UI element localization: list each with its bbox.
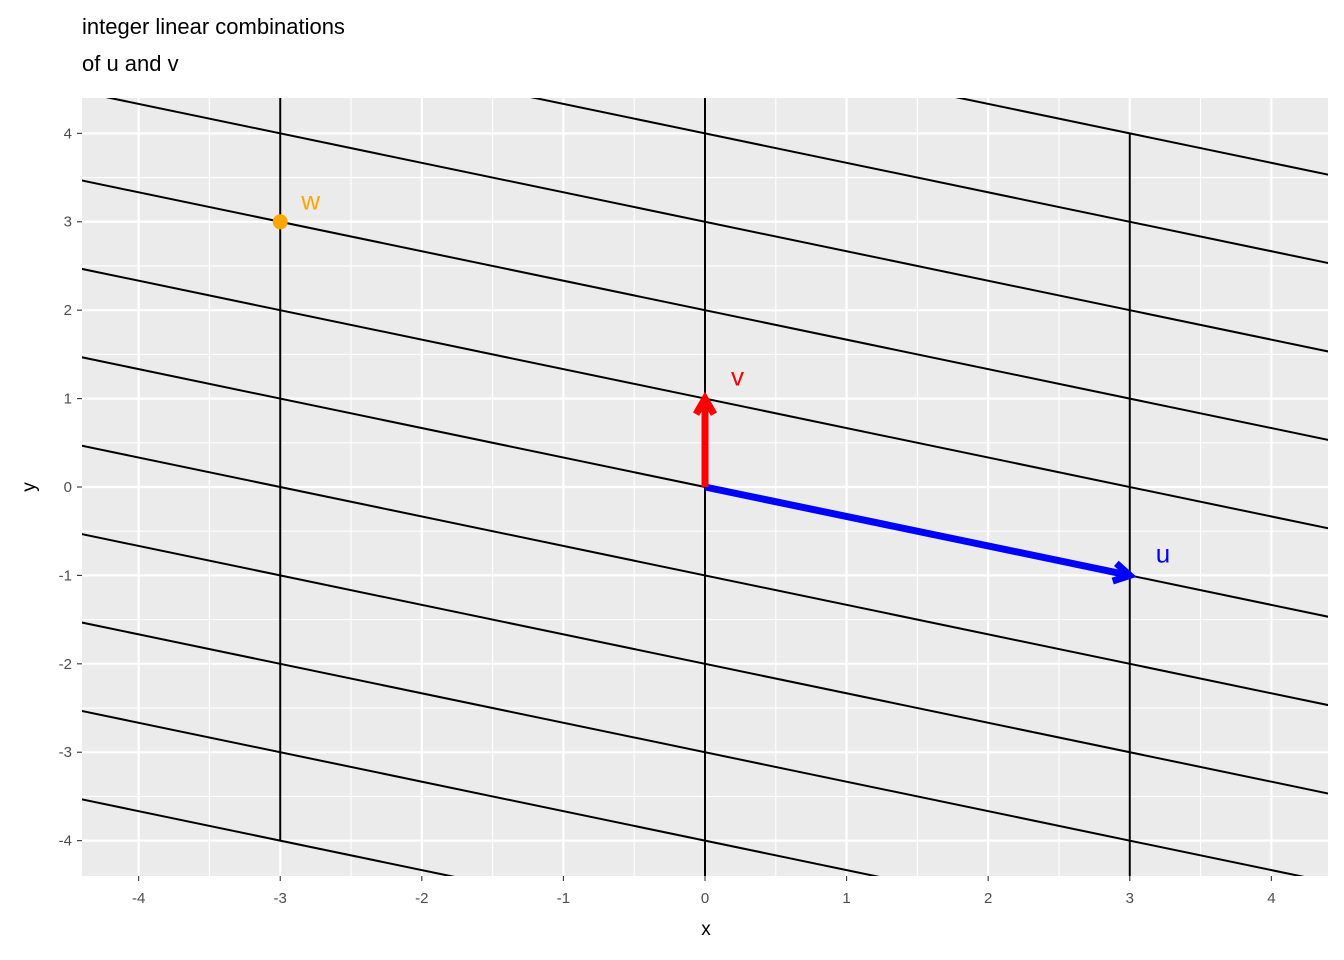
vector-label: v [731,361,744,391]
point-label: w [300,186,320,216]
y-tick-label: -2 [59,656,72,673]
x-axis-title: x [701,919,711,940]
y-tick-label: -4 [59,833,72,850]
arrow-head [1111,560,1137,585]
y-tick-label: -1 [59,567,72,584]
x-tick-label: -3 [274,890,287,907]
vector-shaft [704,483,1131,579]
x-tick-label: 3 [1126,890,1134,907]
chart-title: integer linear combinations [82,14,345,39]
x-tick-label: -4 [132,890,145,907]
y-tick-label: 4 [64,125,72,142]
y-tick-label: 1 [64,391,72,408]
vector-label: u [1156,538,1170,568]
point [272,214,288,230]
x-tick-label: -2 [415,890,428,907]
chart-title: of u and v [82,51,179,76]
arrow-head [692,391,718,416]
x-tick-label: 0 [701,890,709,907]
x-tick-label: 2 [984,890,992,907]
x-tick-label: 4 [1267,890,1275,907]
x-tick-label: -1 [557,890,570,907]
y-tick-label: 3 [64,214,72,231]
y-axis-title: y [19,482,40,492]
y-tick-label: -3 [59,744,72,761]
marks: u v w [272,186,1170,585]
y-tick-label: 0 [64,479,72,496]
y-tick-label: 2 [64,302,72,319]
x-tick-label: 1 [842,890,850,907]
